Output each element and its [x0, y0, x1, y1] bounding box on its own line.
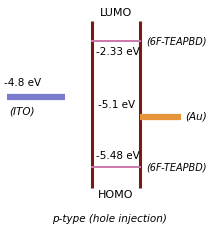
Text: (6F-TEAPBD): (6F-TEAPBD)	[146, 162, 207, 172]
Text: -2.33 eV: -2.33 eV	[96, 47, 140, 57]
Text: -4.8 eV: -4.8 eV	[4, 78, 41, 88]
Text: (6F-TEAPBD): (6F-TEAPBD)	[146, 36, 207, 46]
Text: (Au): (Au)	[185, 112, 207, 122]
Text: -5.1 eV: -5.1 eV	[98, 100, 135, 110]
Text: LUMO: LUMO	[99, 8, 132, 18]
Text: HOMO: HOMO	[98, 190, 133, 200]
Text: -5.48 eV: -5.48 eV	[96, 151, 140, 161]
Text: (ITO): (ITO)	[9, 106, 34, 117]
Text: p-type (hole injection): p-type (hole injection)	[52, 214, 166, 224]
